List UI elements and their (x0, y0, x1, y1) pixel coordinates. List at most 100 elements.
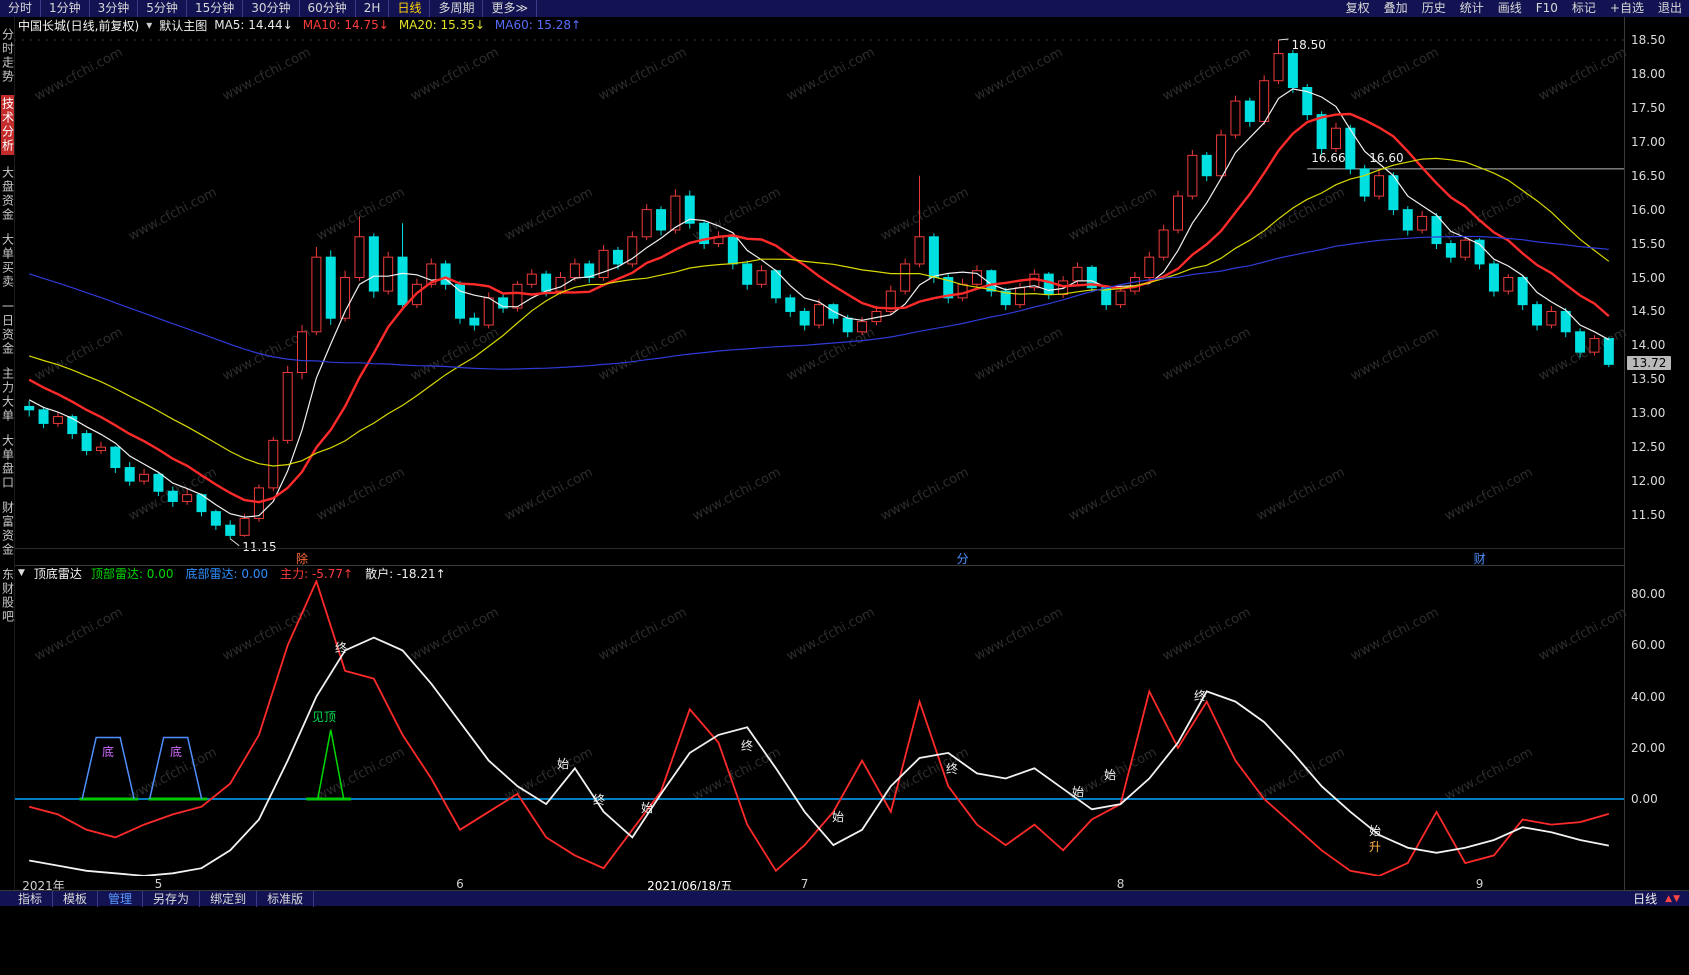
candle-body (167, 490, 178, 502)
candle-body (325, 256, 336, 319)
x-axis-tick: 8 (1116, 877, 1125, 891)
candle-body (1402, 209, 1413, 231)
indicator-legend-item: 散户: -18.21↑ (365, 566, 446, 581)
indicator-axis-label: 80.00 (1631, 587, 1666, 601)
candle-body (727, 236, 738, 265)
sidebar-item[interactable]: 分时走势 (0, 28, 15, 84)
indicator-canvas[interactable]: 底底见顶终始终始终始终始始终始升 (14, 580, 1624, 876)
candle-body (914, 236, 925, 265)
candle-body (483, 297, 494, 326)
toolbar-period-item[interactable]: 分时 (0, 0, 42, 17)
price-axis-label: 16.00 (1631, 202, 1666, 217)
toolbar-tool-item[interactable]: 标记 (1571, 1, 1596, 15)
candle-body (38, 409, 49, 424)
candle-body (526, 273, 537, 285)
ma-label: MA20: 15.35↓ (398, 18, 485, 32)
candle-body (670, 195, 681, 231)
event-marker-icon[interactable]: 除 (296, 552, 309, 566)
candle-body (1417, 215, 1428, 231)
x-axis-tick: 6 (456, 877, 464, 891)
candle-body (555, 277, 566, 292)
sidebar-item[interactable]: 一日资金 (0, 300, 15, 356)
statusbar-tab[interactable]: 模板 (53, 890, 99, 907)
candle-body (598, 249, 609, 279)
candle-body (182, 494, 193, 502)
chart-area: www.cfchi.com www.cfchi.com www.cfchi.com w… (14, 17, 1689, 893)
indicator-annotation: 终 (593, 792, 605, 807)
candle-body (1058, 280, 1069, 295)
candle-body (440, 263, 451, 285)
statusbar-tab[interactable]: 绑定到 (200, 890, 258, 907)
toolbar-period-item[interactable]: 多周期 (430, 0, 484, 17)
indicator-annotation: 底 (102, 744, 114, 759)
toolbar-period-item[interactable]: 2H (356, 0, 390, 17)
reference-price-label: 16.66 (1311, 151, 1345, 165)
collapse-icon[interactable]: ▼ (18, 568, 25, 578)
chevron-down-icon[interactable]: ▾ (146, 18, 153, 32)
price-axis-label: 18.50 (1631, 33, 1666, 47)
toolbar-period-item[interactable]: 3分钟 (90, 0, 139, 17)
toolbar-tool-item[interactable]: +自选 (1609, 1, 1644, 15)
toolbar-tool-item[interactable]: F10 (1535, 1, 1558, 15)
toolbar-period-item[interactable]: 15分钟 (187, 0, 244, 17)
sidebar-item[interactable]: 大单盘口 (0, 434, 15, 490)
toolbar-tool-item[interactable]: 统计 (1459, 1, 1484, 15)
stock-title: 中国长城(日线,前复权) (18, 18, 140, 33)
sidebar-item[interactable]: 大盘资金 (0, 166, 15, 222)
toolbar-tool-item[interactable]: 复权 (1345, 1, 1370, 15)
overlay-select[interactable]: 默认主图 (159, 18, 208, 33)
sidebar-item[interactable]: 财富资金 (0, 501, 15, 557)
toolbar-tool-item[interactable]: 历史 (1421, 1, 1446, 15)
statusbar-tab[interactable]: 指标 (8, 890, 54, 907)
indicator-axis-label: 60.00 (1631, 638, 1666, 653)
toolbar-period-item[interactable]: 60分钟 (300, 0, 356, 17)
sidebar-item[interactable]: 主力大单 (0, 367, 15, 423)
candle-body (1015, 287, 1026, 306)
toolbar-tool-item[interactable]: 退出 (1657, 1, 1682, 15)
statusbar-tabs: 指标 模板 管理 另存为 绑定到 标准版 (8, 890, 315, 907)
event-marker-icon[interactable]: 财 (1473, 552, 1486, 566)
low-annotation-tick (229, 538, 240, 547)
candle-body (1072, 266, 1083, 282)
candle-body (627, 236, 638, 265)
candle-body (297, 331, 308, 374)
candle-body (239, 517, 250, 536)
sidebar-item[interactable]: 大单买卖 (0, 233, 15, 289)
price-axis-label: 17.00 (1631, 134, 1666, 149)
toolbar-period-item[interactable]: 30分钟 (243, 0, 300, 17)
toolbar-period-item[interactable]: 日线 (389, 0, 431, 17)
candle-body (656, 209, 667, 231)
candle-body (1043, 273, 1054, 295)
indicator-name[interactable]: 顶底雷达 (33, 566, 82, 581)
candle-body (928, 236, 939, 279)
candle-body (1086, 266, 1097, 289)
indicator-header: ▼ 顶底雷达 顶部雷达: 0.00 底部雷达: 0.00 主力: -5.77↑ 散户:… (14, 565, 446, 581)
statusbar-tab[interactable]: 管理 (98, 890, 144, 907)
indicator-annotation: 始 (641, 801, 653, 815)
x-axis-tick: 5 (154, 877, 163, 891)
statusbar-tab[interactable]: 标准版 (257, 890, 315, 907)
candle-body (368, 236, 379, 292)
price-axis-label: 15.00 (1631, 270, 1666, 285)
scroll-arrows-icon[interactable]: ▲▼ (1665, 893, 1681, 904)
toolbar-period-item[interactable]: 更多≫ (483, 0, 538, 17)
candle-body (584, 263, 595, 279)
toolbar-tool-item[interactable]: 叠加 (1383, 1, 1408, 15)
x-axis-tick: 7 (800, 877, 809, 891)
sidebar-item[interactable]: 技术分析 (0, 95, 15, 155)
price-axis-label: 12.00 (1631, 474, 1666, 489)
toolbar-tool-item[interactable]: 画线 (1497, 1, 1522, 15)
sidebar-item[interactable]: 东财股吧 (0, 568, 15, 624)
price-axis-label: 13.50 (1631, 372, 1666, 387)
candle-body (699, 222, 710, 245)
event-marker-icon[interactable]: 分 (956, 552, 969, 566)
main-chart-canvas[interactable]: 16.66 16.60 18.50 11.15 (14, 33, 1624, 555)
toolbar-period-item[interactable]: 1分钟 (41, 0, 90, 17)
statusbar-tab[interactable]: 另存为 (143, 890, 201, 907)
high-annotation-tick (1278, 38, 1289, 41)
indicator-legend-item: 主力: -5.77↑ (280, 566, 354, 581)
price-axis-label: 18.00 (1631, 66, 1666, 81)
period-indicator: 日线 (1633, 892, 1658, 906)
candle-body (1560, 310, 1571, 333)
toolbar-period-item[interactable]: 5分钟 (138, 0, 187, 17)
